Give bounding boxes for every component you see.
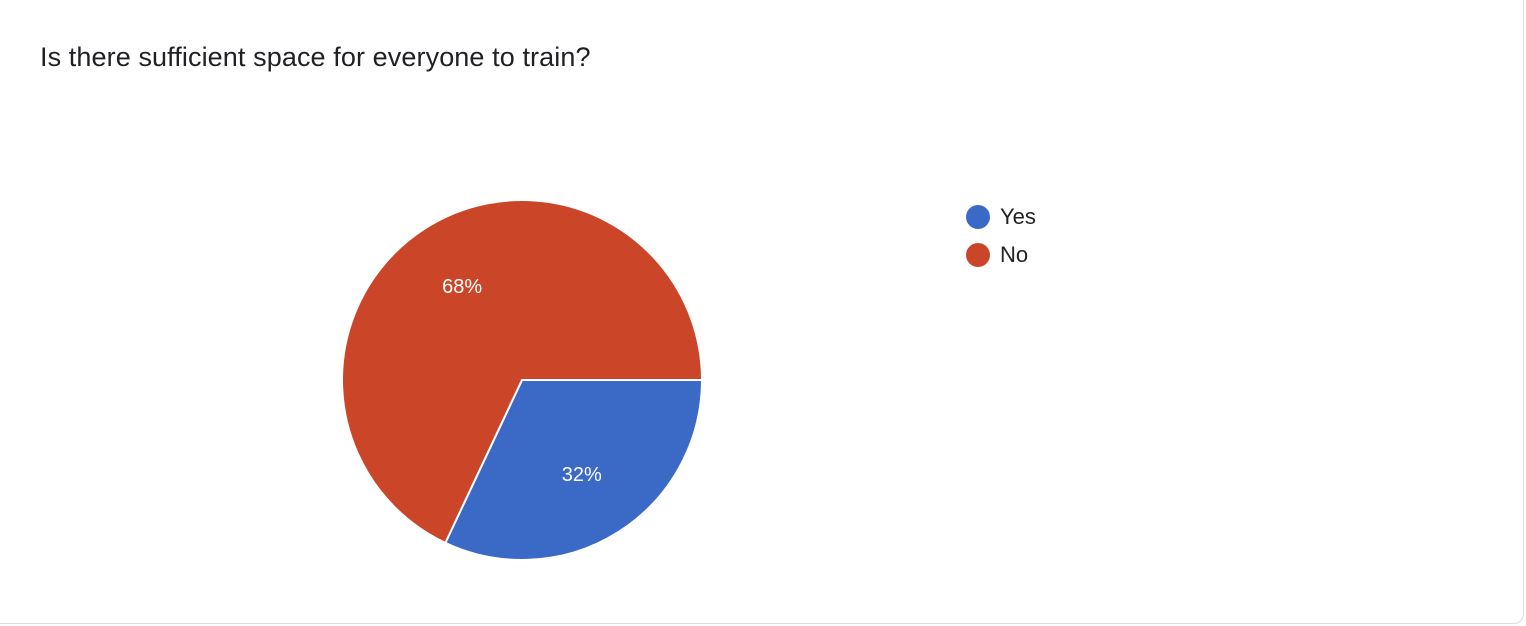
legend-item-no: No	[966, 236, 1036, 274]
legend: Yes No	[966, 198, 1036, 274]
pie-slice-yes[interactable]	[444, 379, 704, 561]
pie-slice-no[interactable]	[341, 199, 704, 545]
legend-swatch-yes	[966, 205, 990, 229]
legend-label-yes: Yes	[1000, 204, 1036, 229]
slice-label-yes: 32%	[562, 464, 602, 486]
legend-swatch-no	[966, 243, 990, 267]
chart-title: Is there sufficient space for everyone t…	[40, 42, 591, 72]
legend-item-yes: Yes	[966, 198, 1036, 236]
slice-label-no: 68%	[442, 276, 482, 298]
legend-label-no: No	[1000, 242, 1029, 267]
